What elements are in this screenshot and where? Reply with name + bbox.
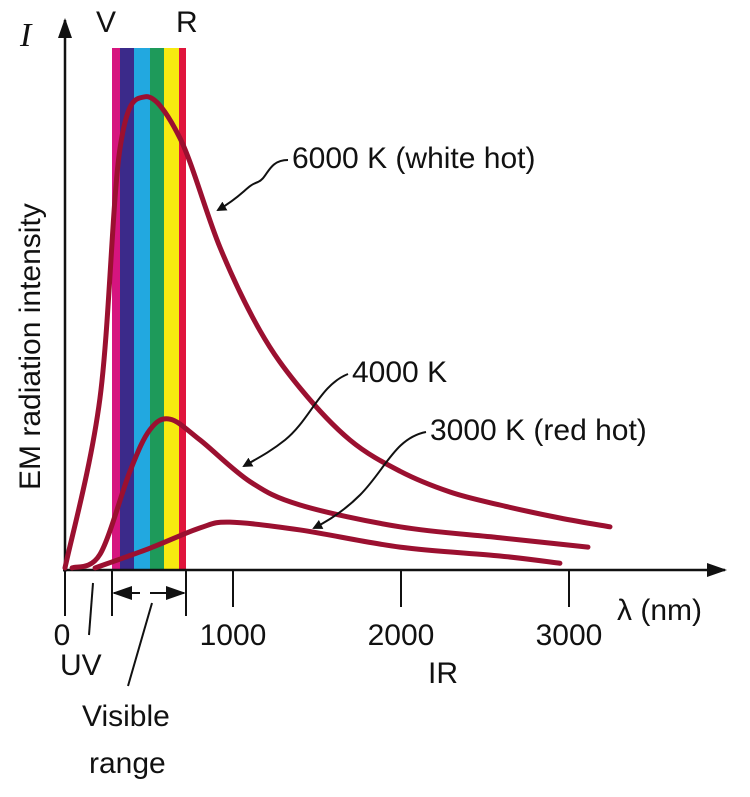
x-axis-label: λ (nm) — [617, 594, 702, 627]
uv-label: UV — [60, 649, 102, 682]
spectrum-band — [112, 48, 120, 570]
arrow-3000k — [312, 431, 427, 529]
spectrum-band — [164, 48, 179, 570]
y-axis-symbol: I — [19, 17, 33, 54]
visible-label-line2: range — [89, 747, 166, 780]
spectrum-band — [120, 48, 134, 570]
violet-label: V — [96, 6, 116, 39]
visible-label-line1: Visible — [82, 700, 170, 733]
visible-pointer — [127, 602, 153, 687]
red-label: R — [176, 6, 198, 39]
series-line-4000k — [69, 416, 591, 571]
x-tick-label: 1000 — [200, 619, 267, 652]
x-tick-label: 3000 — [536, 619, 603, 652]
ir-label: IR — [428, 657, 458, 690]
series-line-3000k — [92, 519, 563, 571]
series-label-6000k: 6000 K (white hot) — [292, 142, 535, 175]
y-axis-label: EM radiation intensity — [14, 203, 47, 490]
spectrum-band — [150, 48, 164, 570]
x-tick-label: 2000 — [368, 619, 435, 652]
series-label-3000k: 3000 K (red hot) — [430, 414, 647, 447]
spectrum-band — [134, 48, 150, 570]
x-tick-label: 0 — [54, 619, 71, 652]
visible-spectrum-bands — [112, 48, 186, 570]
spectrum-band — [179, 48, 186, 570]
uv-pointer — [88, 582, 94, 636]
arrow-4000k — [242, 373, 349, 467]
series-label-4000k: 4000 K — [352, 356, 447, 389]
arrow-6000k — [216, 159, 289, 211]
series-line-6000k — [62, 94, 613, 571]
